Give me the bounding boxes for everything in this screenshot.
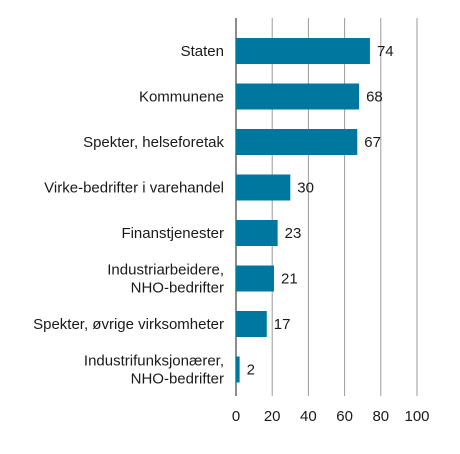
bar-2 bbox=[236, 129, 358, 155]
data-label-1: 68 bbox=[366, 89, 383, 106]
bar-6 bbox=[236, 311, 267, 337]
x-tick-label-60: 60 bbox=[336, 408, 353, 425]
category-label-7: Industrifunksjonærer, NHO-bedrifter bbox=[84, 353, 224, 388]
bar-1 bbox=[236, 83, 360, 110]
x-tick-label-20: 20 bbox=[264, 408, 281, 425]
data-label-0: 74 bbox=[377, 43, 394, 60]
bar-0 bbox=[236, 38, 370, 64]
data-label-7: 2 bbox=[247, 362, 255, 379]
category-label-4: Finanstjenester bbox=[121, 225, 224, 242]
data-label-3: 30 bbox=[297, 180, 314, 197]
category-label-6: Spekter, øvrige virksomheter bbox=[33, 316, 224, 333]
category-labels: Staten Kommunene Spekter, helseforetak Virk… bbox=[33, 43, 224, 388]
x-tick-label-80: 80 bbox=[372, 408, 389, 425]
x-tick-label-100: 100 bbox=[404, 408, 429, 425]
category-label-5: Industriarbeidere, NHO-bedrifter bbox=[107, 262, 224, 297]
data-label-4: 23 bbox=[285, 225, 302, 242]
category-label-2: Spekter, helseforetak bbox=[83, 134, 224, 151]
data-label-2: 67 bbox=[364, 134, 381, 151]
bar-5 bbox=[236, 265, 275, 292]
data-label-5: 21 bbox=[281, 271, 298, 288]
data-labels: 74 68 67 30 23 21 17 2 bbox=[247, 43, 394, 379]
bar-4 bbox=[236, 220, 278, 246]
category-label-1: Kommunene bbox=[139, 89, 224, 106]
x-tick-label-0: 0 bbox=[232, 408, 240, 425]
bars bbox=[236, 38, 370, 383]
bar-7 bbox=[236, 356, 240, 383]
category-label-0: Staten bbox=[181, 43, 224, 60]
category-label-3: Virke-bedrifter i varehandel bbox=[44, 180, 224, 197]
x-axis-ticks: 0 20 40 60 80 100 bbox=[232, 408, 430, 425]
grid-lines bbox=[235, 18, 418, 396]
data-label-6: 17 bbox=[274, 316, 291, 333]
bar-3 bbox=[236, 174, 291, 201]
x-tick-label-40: 40 bbox=[300, 408, 317, 425]
